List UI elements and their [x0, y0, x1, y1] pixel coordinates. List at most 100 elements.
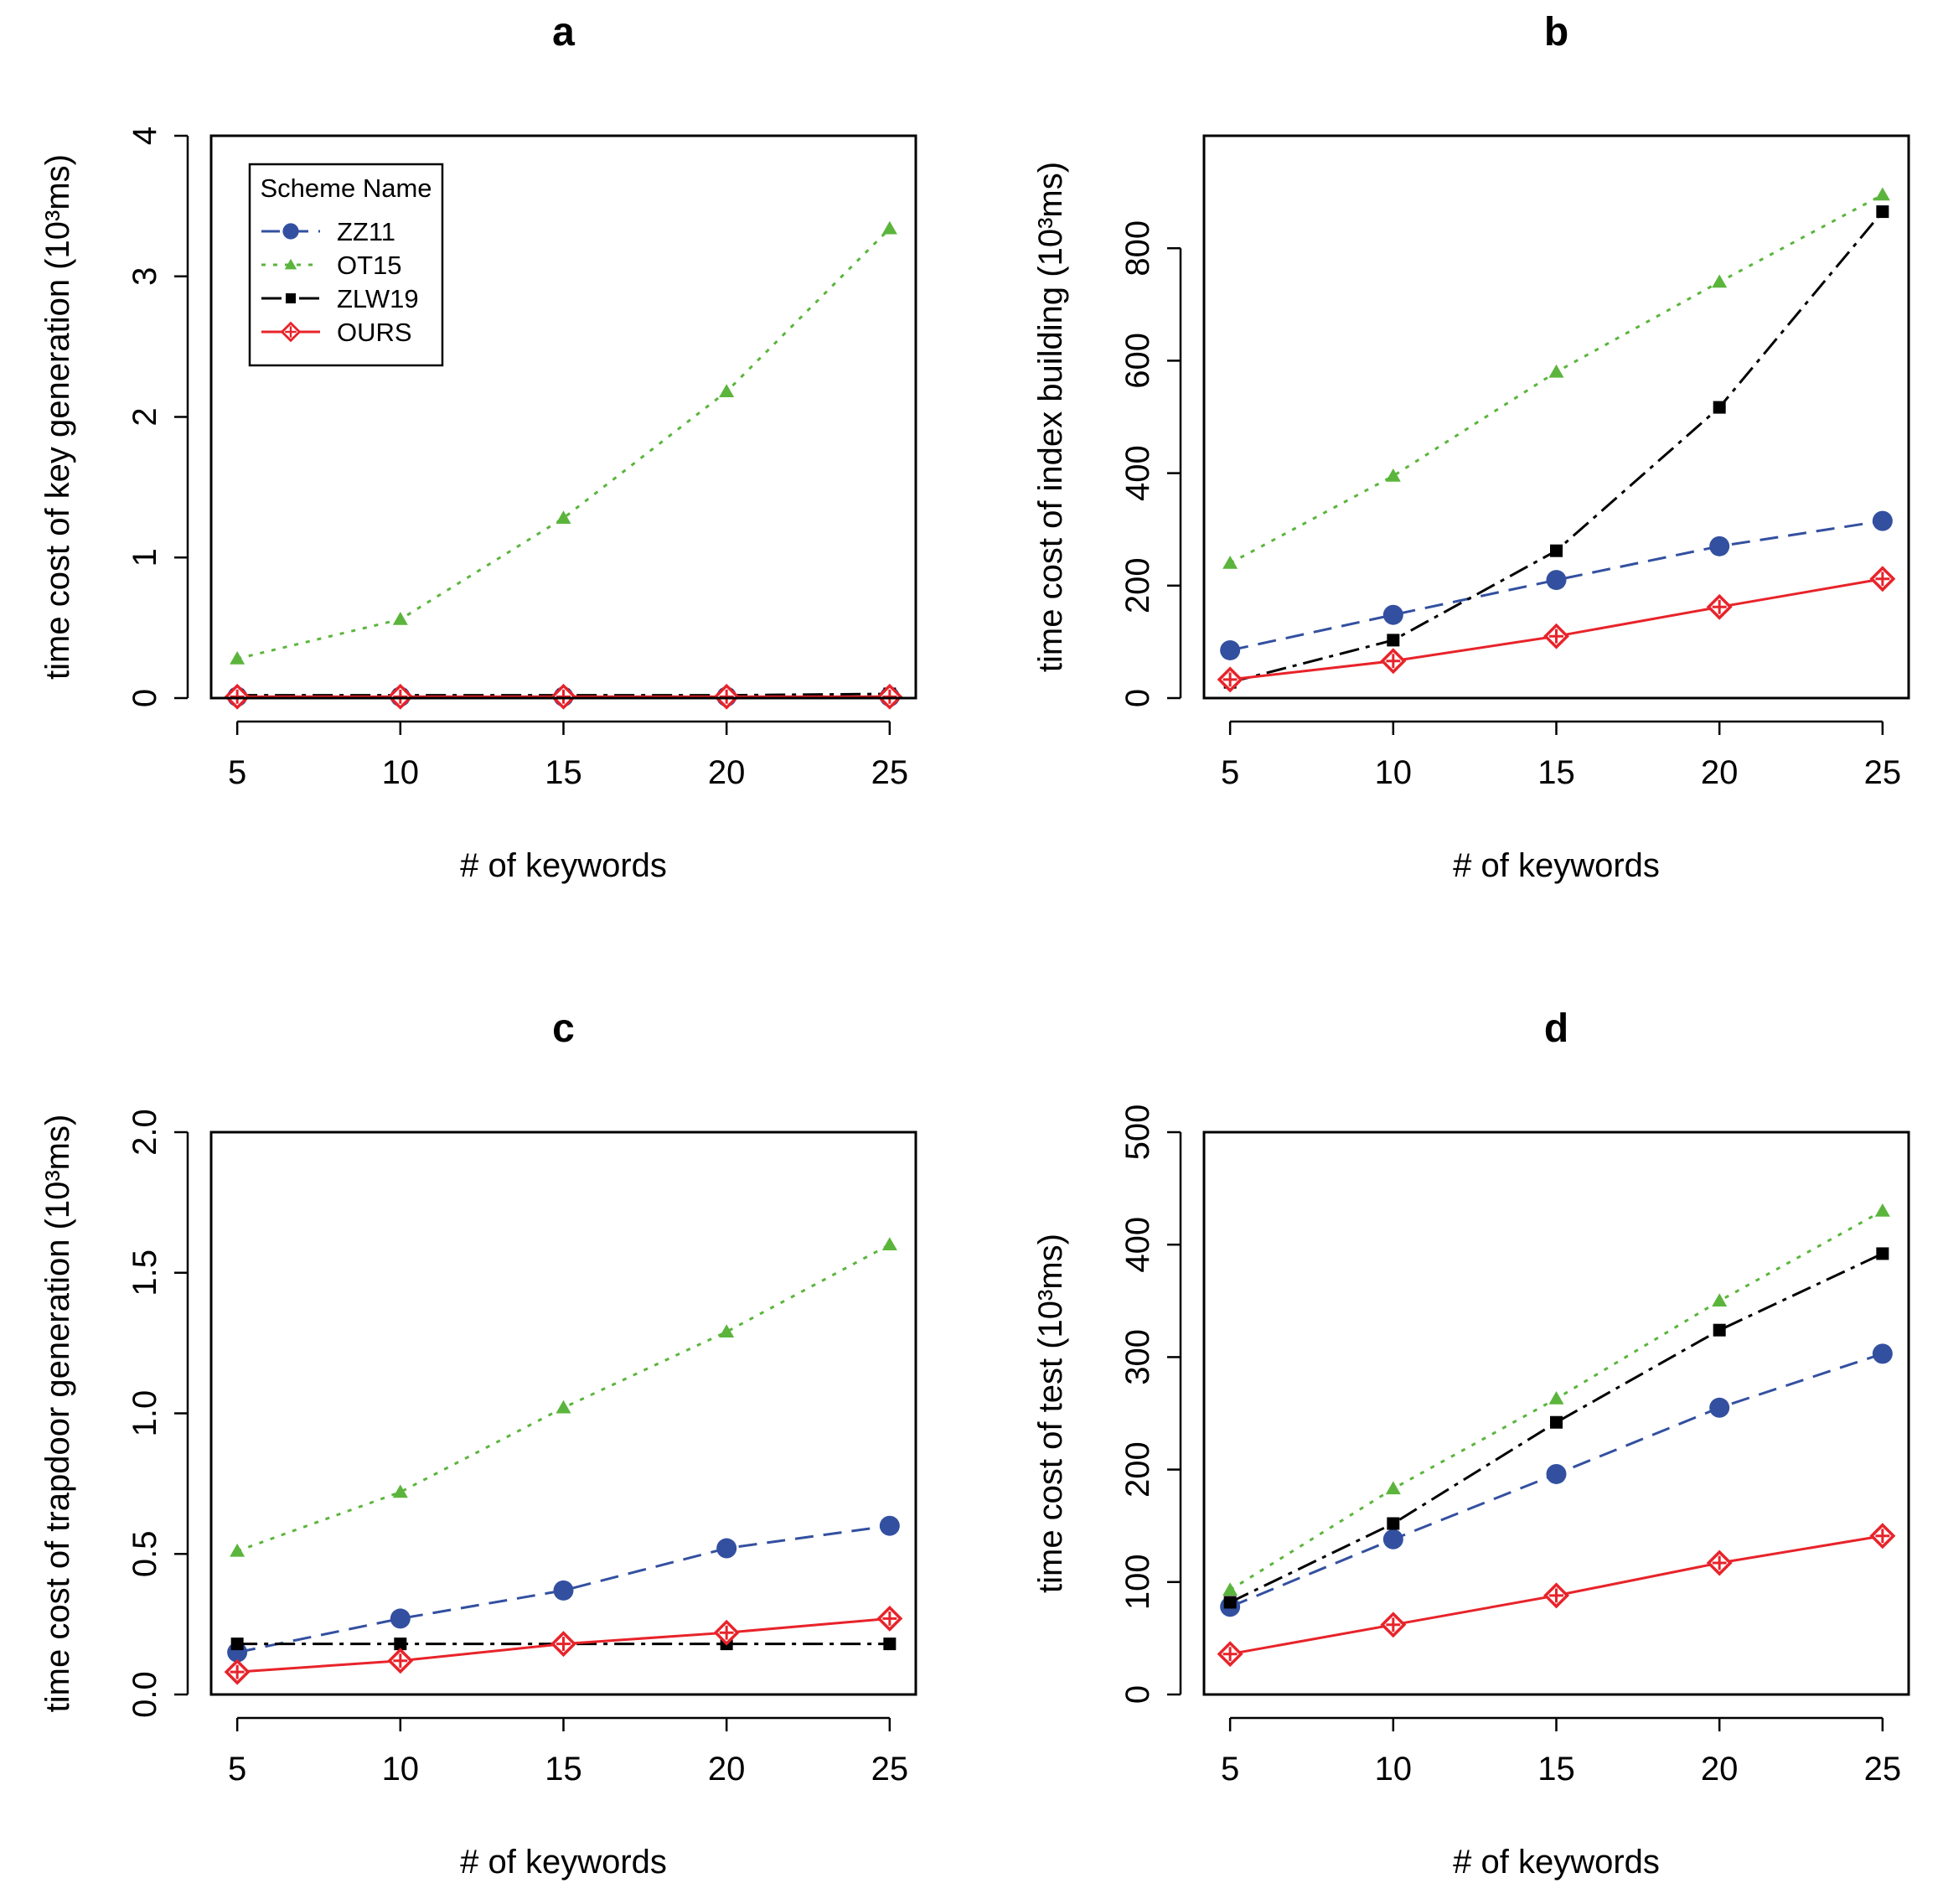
x-tick-label: 25	[871, 754, 909, 791]
legend-marker	[282, 223, 299, 240]
data-point-zlw19	[1876, 205, 1889, 219]
data-point-ot15	[230, 1543, 245, 1557]
x-axis-label: # of keywords	[460, 1844, 667, 1881]
data-point-ours	[1217, 1641, 1243, 1668]
y-axis: 0 1 2 3 4 time cost of key generation (10³ms)	[39, 127, 189, 707]
legend-item-zz11: ZZ11	[261, 217, 395, 246]
data-point-ours	[876, 1605, 903, 1632]
data-point-ot15	[719, 384, 735, 398]
y-tick-label: 100	[1119, 1554, 1156, 1610]
x-tick-label: 20	[708, 754, 746, 791]
plot-frame	[1202, 134, 1910, 700]
y-tick-label: 0.5	[127, 1530, 163, 1577]
data-point-ot15	[881, 1237, 897, 1250]
x-tick-label: 5	[1221, 754, 1239, 791]
panel-title: d	[1544, 1006, 1568, 1051]
x-tick-label: 25	[1864, 1751, 1902, 1788]
legend-item-zlw19: ZLW19	[261, 284, 419, 313]
y-tick-label: 300	[1119, 1329, 1156, 1385]
legend-item-ours: OURS	[261, 318, 412, 347]
y-axis-label: time cost of index building (10³ms)	[1032, 162, 1069, 672]
data-point-ot15	[1385, 1481, 1401, 1495]
data-point-ours	[1380, 1612, 1407, 1638]
data-point-ot15	[392, 612, 408, 625]
data-point-zz11	[1546, 1463, 1567, 1484]
y-tick-label: 2	[127, 407, 163, 426]
data-point-zz11	[1709, 536, 1730, 556]
x-tick-label: 10	[382, 754, 420, 791]
plot-frame	[209, 134, 917, 700]
legend-label: OT15	[337, 251, 402, 280]
data-point-ot15	[1222, 1582, 1238, 1596]
y-axis: 0.0 0.5 1.0 1.5 2.0 time cost of trapdoor gen…	[39, 1109, 189, 1718]
data-point-zz11	[1872, 510, 1893, 531]
data-point-ours	[224, 683, 251, 710]
data-point-ours	[1543, 1582, 1569, 1609]
series-line-zlw19	[1229, 210, 1884, 684]
y-tick-label: 800	[1119, 220, 1156, 277]
panel-a: a 5 10 15 20 25 # of keywords 0 1 2 3 4 time cost of…	[39, 10, 917, 884]
data-point-zz11	[1546, 570, 1567, 591]
data-point-ours	[1869, 1523, 1896, 1550]
plot-frame	[209, 1130, 917, 1696]
y-axis: 0 200 400 600 800 time cost of index building…	[1032, 162, 1182, 707]
data-point-zlw19	[1223, 1596, 1237, 1609]
legend-label: OURS	[337, 318, 412, 347]
data-point-ours	[1380, 648, 1407, 675]
x-tick-label: 5	[228, 1751, 246, 1788]
legend-marker	[280, 321, 302, 343]
data-point-ours	[713, 683, 740, 710]
data-point-zlw19	[1713, 1323, 1726, 1337]
series-line-zlw19	[237, 692, 890, 697]
data-point-ours	[550, 683, 576, 710]
x-axis: 5 10 15 20 25 # of keywords	[1221, 1716, 1902, 1881]
panel-d: d 5 10 15 20 25 # of keywords 0 100 200 300 400 500 t…	[1032, 1006, 1910, 1881]
panel-title: c	[552, 1006, 575, 1051]
series-line-ot15	[1229, 194, 1884, 565]
x-tick-label: 25	[1864, 754, 1902, 791]
x-axis: 5 10 15 20 25 # of keywords	[228, 720, 909, 884]
data-point-zlw19	[1876, 1247, 1889, 1260]
data-point-ot15	[881, 220, 897, 235]
x-tick-label: 15	[545, 754, 582, 791]
data-point-ot15	[1712, 1293, 1728, 1307]
data-point-ot15	[230, 651, 245, 665]
data-point-zlw19	[394, 1638, 407, 1651]
data-point-ours	[1869, 566, 1896, 592]
legend-marker	[284, 258, 297, 270]
panel-title: a	[552, 10, 575, 54]
series-ours	[224, 1605, 903, 1685]
plot-frame	[1202, 1130, 1910, 1696]
data-point-zlw19	[1713, 401, 1726, 414]
y-tick-label: 0	[127, 689, 163, 707]
x-axis: 5 10 15 20 25 # of keywords	[228, 1716, 909, 1881]
data-point-zz11	[1709, 1397, 1730, 1418]
data-point-ot15	[556, 1400, 571, 1414]
x-tick-label: 20	[1701, 754, 1739, 791]
data-point-ours	[713, 1619, 740, 1646]
y-tick-label: 200	[1119, 1441, 1156, 1498]
series-ot15	[230, 1237, 897, 1557]
legend-label: ZLW19	[337, 284, 419, 313]
series-ot15	[230, 220, 897, 665]
legend-label: ZZ11	[337, 217, 395, 246]
series-ours	[1217, 566, 1896, 693]
data-point-zz11	[1382, 1529, 1403, 1550]
x-tick-label: 10	[1375, 1751, 1413, 1788]
data-point-zz11	[1382, 604, 1403, 625]
x-tick-label: 15	[1537, 754, 1575, 791]
data-point-ours	[1543, 623, 1569, 649]
x-tick-label: 25	[871, 1751, 909, 1788]
y-tick-label: 2.0	[127, 1109, 163, 1156]
legend-title: Scheme Name	[260, 173, 431, 203]
data-point-ot15	[556, 510, 571, 525]
series-zz11	[1220, 510, 1893, 660]
y-tick-label: 600	[1119, 333, 1156, 389]
series-line-ot15	[236, 1243, 891, 1553]
data-point-ot15	[1548, 364, 1564, 378]
data-point-zlw19	[883, 1638, 897, 1651]
y-tick-label: 1.0	[127, 1390, 163, 1437]
series-line-zz11	[1229, 520, 1884, 652]
data-point-zlw19	[1550, 544, 1563, 557]
x-axis-label: # of keywords	[1453, 847, 1660, 884]
